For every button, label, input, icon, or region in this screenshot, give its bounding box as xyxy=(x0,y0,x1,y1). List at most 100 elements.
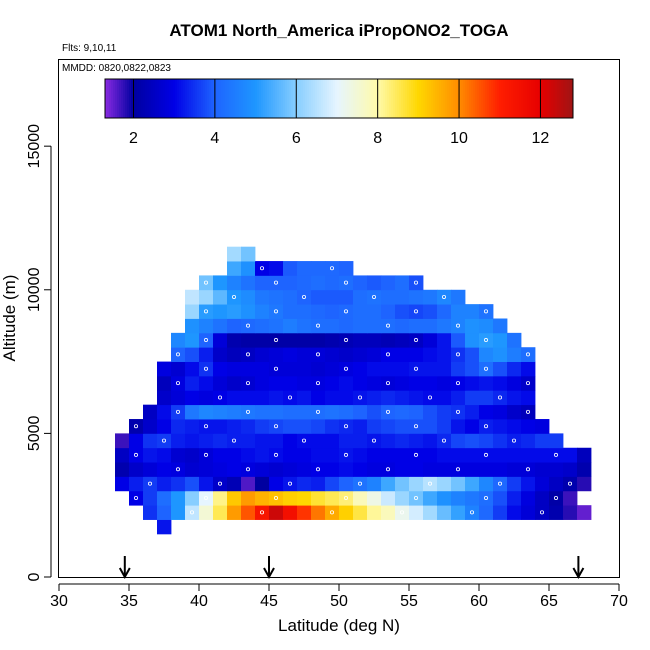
heatmap-cell xyxy=(465,505,480,520)
colorbar-segment xyxy=(385,79,388,118)
colorbar-tick-label: 4 xyxy=(210,130,219,147)
colorbar-segment xyxy=(485,79,488,118)
colorbar-segment xyxy=(397,79,400,118)
heatmap-cell xyxy=(143,404,158,420)
colorbar-segment xyxy=(365,79,368,118)
heatmap-cell xyxy=(423,347,438,362)
colorbar-segment xyxy=(499,79,502,118)
sample-marker xyxy=(315,323,320,328)
colorbar-segment xyxy=(357,79,360,118)
colorbar-segment xyxy=(461,79,464,118)
sample-marker xyxy=(287,481,292,486)
colorbar-segment xyxy=(553,79,556,118)
heatmap-cell xyxy=(185,433,200,449)
heatmap-cell xyxy=(493,462,508,477)
heatmap-cell xyxy=(199,419,214,434)
heatmap-cell xyxy=(493,347,508,362)
heatmap-cell xyxy=(115,447,130,463)
sample-marker xyxy=(385,409,390,414)
heatmap-cell xyxy=(549,476,564,492)
colorbar-segment xyxy=(445,79,448,118)
colorbar-segment xyxy=(293,79,296,118)
heatmap-cell xyxy=(213,476,228,492)
colorbar-segment xyxy=(341,79,344,118)
heatmap-cell xyxy=(213,332,228,348)
heatmap-cell xyxy=(451,462,466,477)
heatmap-cell xyxy=(395,419,410,434)
heatmap-cell xyxy=(577,447,592,463)
heatmap-cell xyxy=(115,476,130,492)
sample-marker xyxy=(385,323,390,328)
heatmap-cell xyxy=(479,476,494,492)
heatmap-cell xyxy=(423,404,438,420)
sample-marker xyxy=(245,323,250,328)
heatmap-cell xyxy=(479,304,494,319)
colorbar-segment xyxy=(215,79,218,118)
heatmap-cell xyxy=(227,361,242,377)
heatmap-cell xyxy=(423,476,438,492)
sample-marker xyxy=(371,294,376,299)
colorbar-segment xyxy=(193,79,196,118)
heatmap-cell xyxy=(311,332,326,348)
heatmap-cell xyxy=(409,332,424,348)
heatmap-cell xyxy=(381,404,396,420)
heatmap-cell xyxy=(465,462,480,477)
colorbar-segment xyxy=(123,79,126,118)
colorbar-segment xyxy=(209,79,212,118)
colorbar-segment xyxy=(507,79,510,118)
dates-annotation: MMDD: 0820,0822,0823 xyxy=(62,63,171,74)
colorbar-segment xyxy=(389,79,392,118)
heatmap-cell xyxy=(255,332,270,348)
colorbar-segment xyxy=(481,79,484,118)
heatmap-cell xyxy=(297,289,312,305)
heatmap-cell xyxy=(255,347,270,362)
flight-markers xyxy=(118,556,585,580)
heatmap-cell xyxy=(269,275,284,291)
heatmap-cell xyxy=(297,375,312,391)
colorbar-segment xyxy=(223,79,226,118)
colorbar-segment xyxy=(567,79,570,118)
heatmap-cell xyxy=(269,462,284,477)
heatmap-cell xyxy=(185,505,200,520)
heatmap-cell xyxy=(297,447,312,463)
heatmap-cell xyxy=(199,490,214,506)
colorbar-segment xyxy=(139,79,142,118)
sample-marker xyxy=(441,438,446,443)
heatmap-cell xyxy=(577,476,592,492)
colorbar-segment xyxy=(361,79,364,118)
colorbar-segment xyxy=(311,79,314,118)
heatmap-cell xyxy=(213,304,228,319)
colorbar-segment xyxy=(305,79,308,118)
heatmap-cell xyxy=(353,375,368,391)
heatmap-cell xyxy=(367,505,382,520)
heatmap-cell xyxy=(269,332,284,348)
heatmap-cell xyxy=(227,347,242,362)
heatmap-cell xyxy=(451,505,466,520)
colorbar-segment xyxy=(313,79,316,118)
heatmap-cell xyxy=(437,419,452,434)
colorbar-segment xyxy=(153,79,156,118)
heatmap-cell xyxy=(451,390,466,406)
colorbar-segment xyxy=(425,79,428,118)
heatmap-cell xyxy=(451,304,466,319)
heatmap-cell xyxy=(227,289,242,305)
heatmap-cell xyxy=(297,404,312,420)
heatmap-cell xyxy=(185,332,200,348)
colorbar-segment xyxy=(455,79,458,118)
heatmap-cell xyxy=(367,490,382,506)
colorbar-segment xyxy=(413,79,416,118)
sample-marker xyxy=(469,510,474,515)
heatmap-cell xyxy=(381,390,396,406)
heatmap-cell xyxy=(325,261,340,276)
colorbar-segment xyxy=(237,79,240,118)
heatmap-cell xyxy=(227,332,242,348)
colorbar-segment xyxy=(429,79,432,118)
colorbar-segment xyxy=(323,79,326,118)
colorbar-segment xyxy=(119,79,122,118)
sample-marker xyxy=(175,381,180,386)
colorbar-segment xyxy=(297,79,300,118)
heatmap-cell xyxy=(213,419,228,434)
heatmap-cell xyxy=(479,462,494,477)
heatmap-cell xyxy=(353,404,368,420)
heatmap-cell xyxy=(367,304,382,319)
